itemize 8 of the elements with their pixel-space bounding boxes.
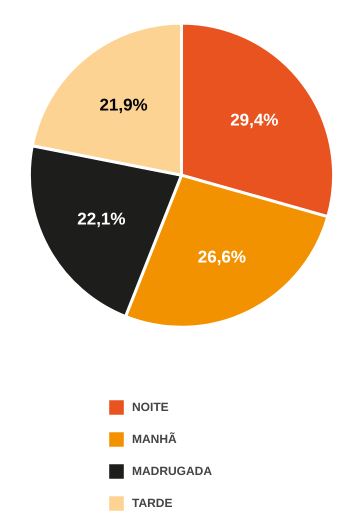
legend-label: NOITE (132, 400, 169, 414)
data-label: 21,9% (99, 95, 148, 114)
legend-label: MANHÃ (132, 432, 177, 446)
legend-label: MADRUGADA (132, 464, 212, 478)
data-label: 22,1% (77, 209, 126, 228)
data-label: 29,4% (230, 110, 278, 130)
data-label: 26,6% (198, 247, 246, 266)
legend-label: TARDE (132, 496, 172, 510)
